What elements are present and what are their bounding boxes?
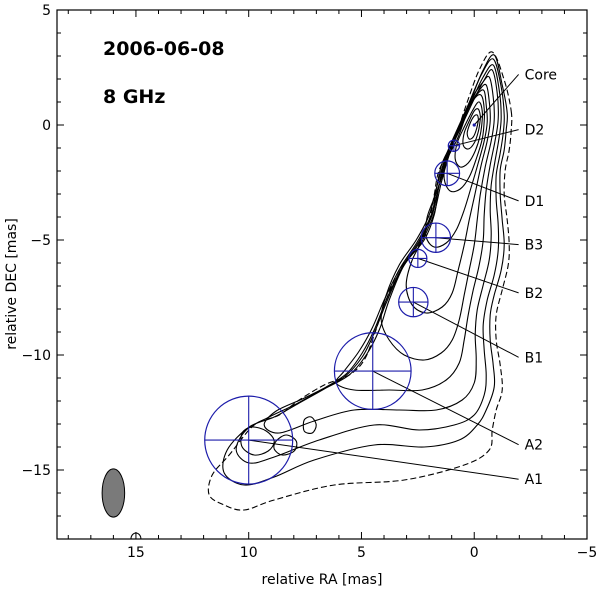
leader-line [248,439,519,480]
component-point [472,123,476,127]
x-tick-label: −5 [577,545,598,561]
leader-line [372,370,519,446]
y-axis-label: relative DEC [mas] [4,218,20,350]
component-label: A1 [525,472,543,488]
component-label: D2 [525,123,545,139]
x-tick-label: 0 [470,545,479,561]
y-tick-label: −15 [21,463,51,479]
x-tick-label: 15 [127,545,145,561]
beam-group [101,468,142,540]
leader-line [417,257,519,294]
contour-island [302,416,317,434]
y-tick-label: 5 [42,3,51,19]
component-label: B3 [525,238,544,254]
plot-area [56,9,588,540]
component-group: Core D2 D1 B3 B2 B1 A2 A1 [204,67,557,488]
contour-ring [335,69,499,392]
component-label: Core [525,67,557,83]
x-axis-label: relative RA [mas] [262,572,383,588]
x-tick-label: 5 [357,545,366,561]
leader-line [435,237,519,246]
contour-rings [207,51,513,511]
leader-line [413,301,519,358]
contour-ring [235,58,505,464]
contour-island [273,434,298,456]
contour-island [240,426,275,456]
component-label: A2 [525,438,543,454]
contour-ring [207,51,513,511]
contour-ring [425,89,488,248]
epoch-date-label: 2006-06-08 [103,38,225,60]
component-label: B1 [525,350,544,366]
axis-ticks: 15 10 5 0 −5 5 0 −5 −10 −15 [21,3,597,561]
component-label: D1 [525,194,545,210]
y-tick-label: 0 [42,118,51,134]
frequency-label: 8 GHz [103,86,165,108]
x-tick-label: 10 [240,545,258,561]
y-tick-label: −5 [30,233,51,249]
leader-line [453,129,519,147]
contour-ring [380,75,495,361]
contour-ring [466,114,479,140]
leader-line [473,74,519,126]
contour-ring [263,64,502,434]
contour-ring [443,94,486,193]
y-tick-label: −10 [21,348,51,364]
component-label: B2 [525,286,544,302]
contour-ring [454,101,484,168]
restoring-beam [101,468,126,518]
